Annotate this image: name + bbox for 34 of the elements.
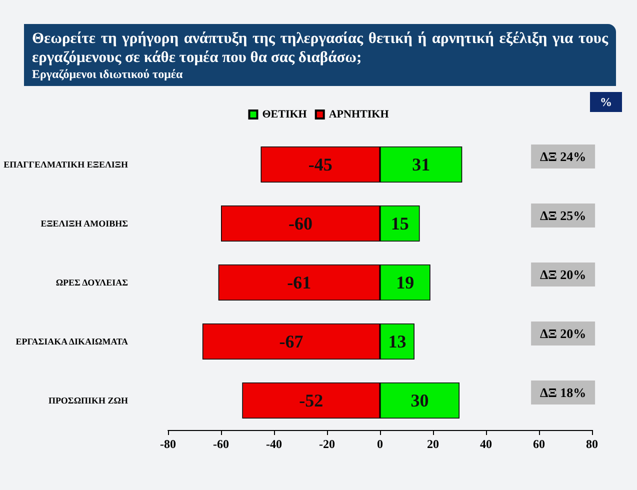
chart-subtitle: Εργαζόμενοι ιδιωτικού τομέα xyxy=(32,67,184,82)
data-label: 30 xyxy=(410,390,429,410)
y-tick-label: ΕΡΓΑΣΙΑΚΑ ΔΙΚΑΙΩΜΑΤΑ xyxy=(16,336,128,346)
x-tick-label: 60 xyxy=(533,437,545,451)
data-label: -67 xyxy=(279,332,304,352)
y-tick-label: ΕΠΑΓΓΕΛΜΑΤΙΚΗ ΕΞΕΛΙΞΗ xyxy=(4,160,128,170)
text: % xyxy=(600,95,612,109)
y-tick-label: ΕΞΕΛΙΞΗ ΑΜΟΙΒΗΣ xyxy=(40,218,128,228)
annotation: ΔΞ 25% xyxy=(540,208,586,223)
data-label: -60 xyxy=(288,214,312,234)
legend-label: ΑΡΝΗΤΙΚΗ xyxy=(328,108,390,120)
annotation: ΔΞ 24% xyxy=(540,149,586,164)
data-label: 15 xyxy=(390,214,409,234)
y-tick-label: ΠΡΟΣΩΠΙΚΗ ΖΩΗ xyxy=(48,396,128,406)
annotation: ΔΞ 20% xyxy=(540,267,586,282)
x-tick-label: 40 xyxy=(480,437,492,451)
data-label: 19 xyxy=(396,272,414,292)
annotation: ΔΞ 18% xyxy=(540,385,586,400)
x-tick-label: -80 xyxy=(160,437,176,451)
x-tick-label: -20 xyxy=(319,437,335,451)
data-label: -61 xyxy=(287,272,312,292)
x-tick-label: 20 xyxy=(427,437,439,451)
legend-label: ΘΕΤΙΚΗ xyxy=(262,108,308,120)
annotation: ΔΞ 20% xyxy=(540,326,586,341)
x-tick-label: -40 xyxy=(266,437,282,451)
data-label: -52 xyxy=(299,390,324,410)
y-tick-label: ΩΡΕΣ ΔΟΥΛΕΙΑΣ xyxy=(56,278,128,288)
data-label: 13 xyxy=(388,332,406,352)
chart-title: Θεωρείτε τη γρήγορη ανάπτυξη της τηλεργασίας θετική ή αρνητική εξέλιξη για τους εργαζόμενους σε κάθε τομέα που θα σας διαβάσω; xyxy=(32,29,608,67)
data-label: -45 xyxy=(308,154,332,174)
x-tick-label: -60 xyxy=(213,437,229,451)
x-tick-label: 80 xyxy=(586,437,598,451)
x-tick-label: 0 xyxy=(377,437,383,451)
data-label: 31 xyxy=(412,154,430,174)
